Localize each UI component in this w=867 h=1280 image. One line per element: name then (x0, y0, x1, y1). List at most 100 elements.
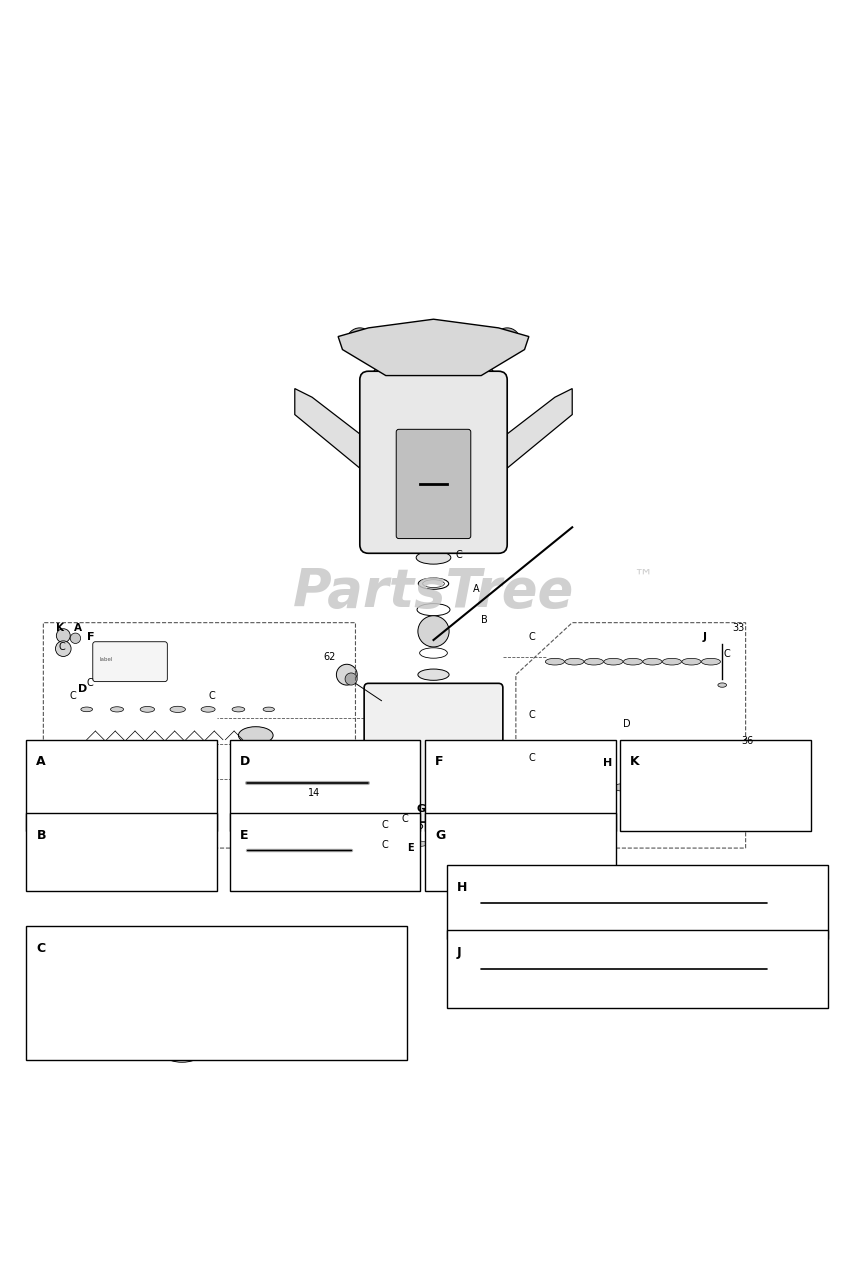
Text: A: A (74, 623, 81, 634)
Ellipse shape (614, 783, 636, 791)
Text: C: C (381, 820, 388, 831)
Bar (425, 740, 616, 831)
Circle shape (70, 634, 81, 644)
Text: D: D (240, 755, 251, 768)
Circle shape (469, 698, 493, 722)
Bar (26, 813, 217, 891)
Circle shape (642, 956, 668, 983)
Polygon shape (499, 389, 572, 475)
Text: C: C (529, 632, 536, 643)
Text: G: G (435, 829, 446, 842)
Text: F: F (435, 755, 444, 768)
Ellipse shape (376, 863, 387, 872)
Circle shape (752, 954, 783, 986)
Ellipse shape (539, 783, 562, 791)
Circle shape (357, 797, 371, 812)
Circle shape (474, 703, 488, 717)
Circle shape (110, 806, 133, 829)
Text: E: E (240, 829, 249, 842)
Circle shape (469, 783, 493, 808)
Text: C: C (529, 754, 536, 763)
Circle shape (123, 828, 154, 859)
Ellipse shape (537, 776, 556, 791)
Ellipse shape (201, 707, 215, 712)
Text: C: C (724, 649, 731, 659)
Ellipse shape (238, 727, 273, 744)
Circle shape (407, 727, 460, 778)
Ellipse shape (718, 684, 727, 687)
Ellipse shape (507, 850, 533, 881)
Ellipse shape (418, 669, 449, 680)
Bar (26, 740, 217, 831)
Circle shape (58, 763, 81, 786)
Bar (230, 740, 420, 831)
Bar (425, 813, 616, 891)
Ellipse shape (81, 707, 93, 712)
Text: K: K (630, 755, 640, 768)
Circle shape (362, 746, 375, 759)
Ellipse shape (263, 707, 275, 712)
Text: F: F (87, 632, 95, 643)
Circle shape (639, 887, 670, 918)
Text: A: A (473, 584, 479, 594)
Circle shape (702, 956, 728, 983)
Text: J: J (457, 946, 461, 959)
Circle shape (55, 641, 71, 657)
Ellipse shape (232, 707, 244, 712)
Ellipse shape (760, 776, 782, 791)
Text: 33: 33 (733, 623, 745, 634)
Circle shape (347, 328, 373, 353)
Ellipse shape (355, 863, 365, 872)
Ellipse shape (329, 863, 339, 872)
Circle shape (420, 740, 447, 765)
Circle shape (62, 806, 85, 829)
Ellipse shape (170, 707, 186, 713)
Circle shape (648, 754, 679, 786)
Ellipse shape (681, 658, 701, 666)
Circle shape (379, 703, 393, 717)
Text: C: C (69, 691, 76, 701)
Polygon shape (338, 319, 529, 375)
Circle shape (700, 887, 731, 918)
Circle shape (63, 790, 75, 803)
Ellipse shape (713, 783, 735, 791)
Circle shape (418, 616, 449, 646)
Circle shape (708, 768, 740, 799)
Ellipse shape (485, 776, 504, 791)
Text: ™: ™ (633, 568, 652, 588)
Circle shape (486, 741, 511, 765)
Circle shape (56, 628, 70, 643)
Circle shape (379, 790, 393, 803)
Circle shape (111, 768, 123, 781)
FancyBboxPatch shape (396, 429, 471, 539)
Polygon shape (295, 389, 368, 475)
Bar (620, 740, 811, 831)
Circle shape (462, 883, 500, 922)
Circle shape (474, 790, 488, 803)
Ellipse shape (390, 367, 477, 402)
Circle shape (421, 685, 446, 709)
Text: B: B (36, 829, 46, 842)
Ellipse shape (140, 707, 154, 712)
Text: D: D (623, 718, 630, 728)
Ellipse shape (638, 783, 661, 791)
Bar (230, 813, 420, 891)
Ellipse shape (662, 658, 681, 666)
Circle shape (494, 328, 520, 353)
Ellipse shape (511, 776, 530, 791)
Ellipse shape (545, 658, 564, 666)
FancyBboxPatch shape (360, 371, 507, 553)
Circle shape (546, 956, 572, 983)
Text: B: B (481, 614, 488, 625)
Text: G: G (416, 804, 426, 814)
Text: 14: 14 (308, 788, 320, 797)
Text: PartsTree: PartsTree (293, 566, 574, 618)
Text: label: label (100, 657, 113, 662)
Circle shape (71, 828, 102, 859)
Text: C: C (36, 942, 46, 955)
Circle shape (492, 746, 505, 759)
Ellipse shape (623, 658, 642, 666)
FancyBboxPatch shape (93, 641, 167, 682)
Bar (26, 927, 407, 1061)
Text: 36: 36 (741, 736, 753, 746)
